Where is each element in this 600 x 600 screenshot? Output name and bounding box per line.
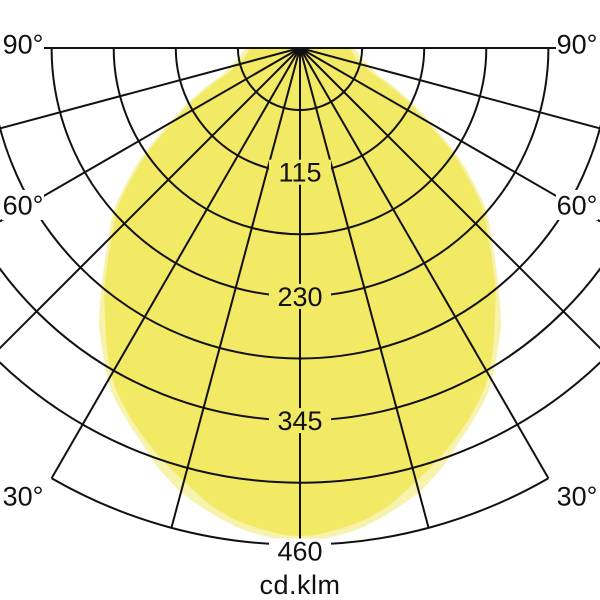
tick-label-mask [269,159,331,185]
grid-radial-left-75 [0,47,301,130]
grid-radial-left-45 [0,47,301,350]
radius-tick-label-345: 345 [277,406,322,436]
grid-radial-right-30 [299,47,550,479]
radius-tick-label-115: 115 [278,158,321,188]
angle-label-mask-right [556,481,598,511]
angle-label-right-30: 30° [557,482,598,512]
tick-label-mask [269,538,331,564]
tick-label-mask [269,408,331,434]
angle-label-left-60: 60° [3,191,44,221]
label-masks [2,29,598,564]
tick-label-mask [269,283,331,309]
angle-label-right-90: 90° [557,30,598,60]
angle-label-mask-left [2,29,44,59]
grid-radial-left-30 [50,47,301,479]
angle-label-mask-left [2,190,44,220]
angle-label-mask-right [556,190,598,220]
grid-radial-left-15 [170,47,301,529]
radius-tick-label-230: 230 [277,282,322,312]
angle-label-left-90: 90° [3,30,44,60]
radius-tick-label-460: 460 [277,537,322,567]
angle-label-mask-left [2,481,44,511]
grid-radial-right-60 [299,47,600,223]
angle-label-right-60: 60° [557,191,598,221]
grid-radial-left-60 [0,47,301,223]
grid-radial-right-45 [299,47,600,350]
angle-label-mask-right [556,29,598,59]
grid-radial-right-75 [299,47,600,130]
angle-label-left-30: 30° [3,482,44,512]
unit-label: cd.klm [259,570,341,600]
chart-labels: 115 230 345 460 90° 90° 60° 60° 30° 30° [3,30,598,567]
grid-radial-right-15 [299,47,430,529]
